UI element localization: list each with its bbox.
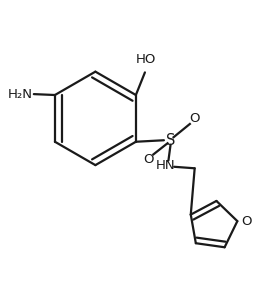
Text: HO: HO: [135, 53, 156, 66]
Text: O: O: [241, 215, 252, 228]
Text: S: S: [166, 133, 175, 148]
Text: HN: HN: [156, 159, 176, 172]
Text: O: O: [143, 153, 154, 166]
Text: H₂N: H₂N: [7, 88, 32, 101]
Text: O: O: [189, 112, 200, 125]
